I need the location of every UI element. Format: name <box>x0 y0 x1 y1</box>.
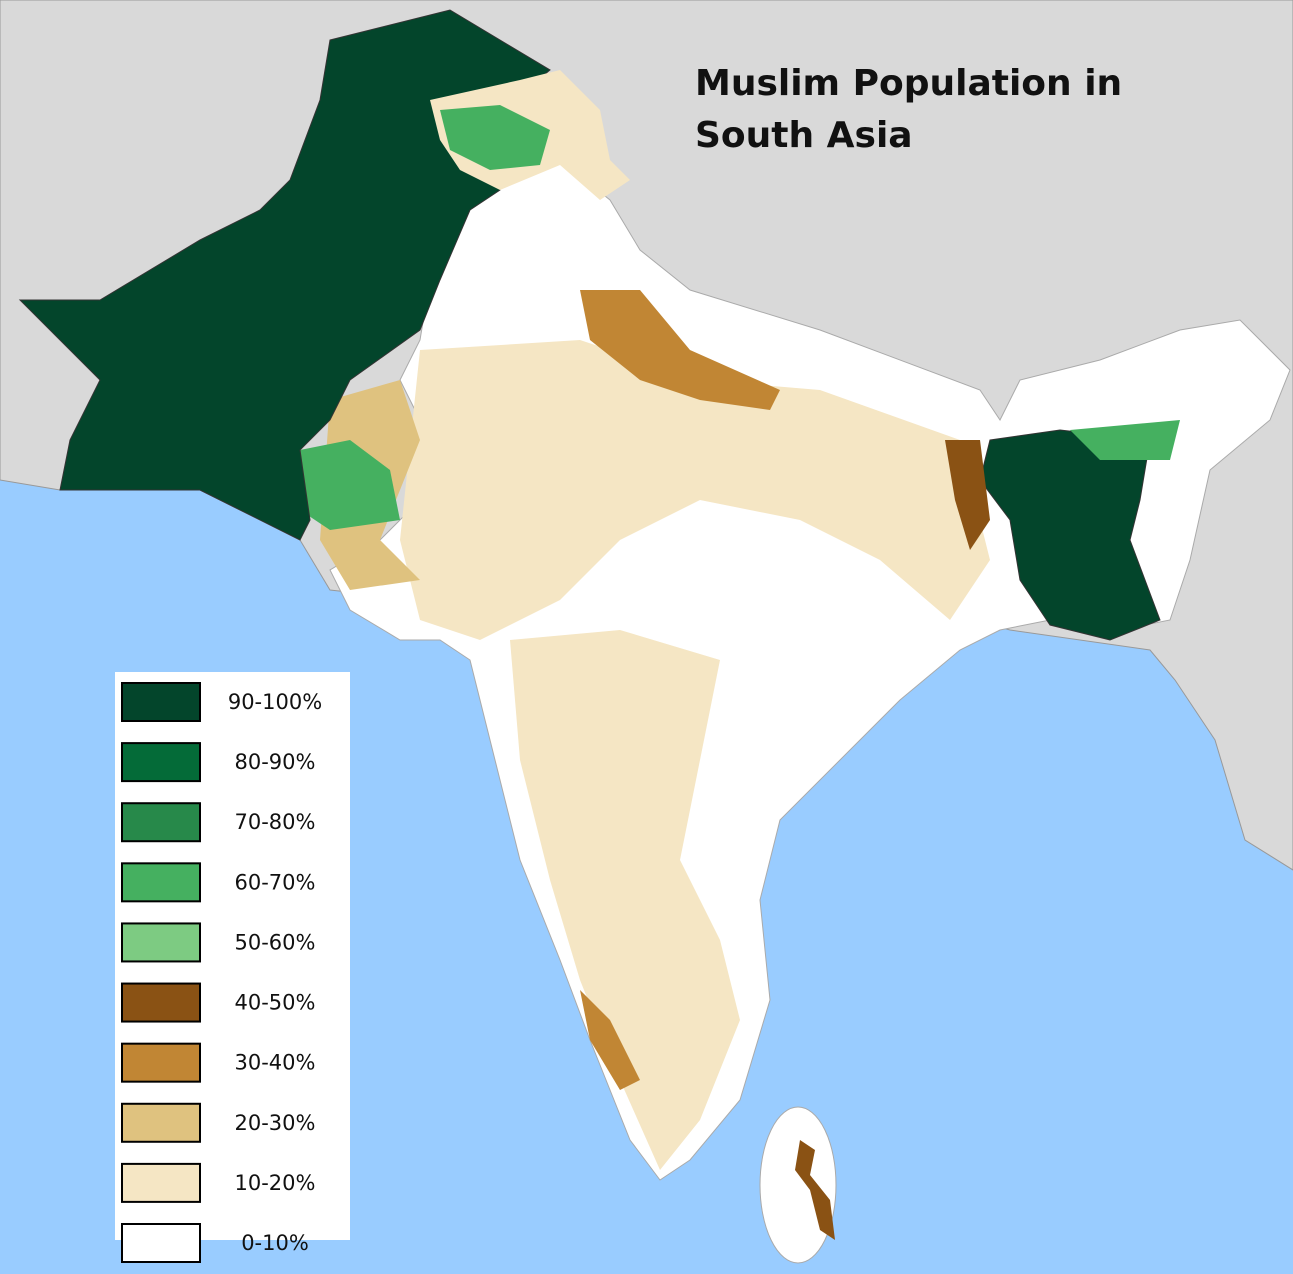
legend-swatch <box>121 862 201 903</box>
legend-label: 0-10% <box>241 1231 309 1255</box>
kashmir-valley <box>440 105 550 170</box>
map-title: Muslim Population in South Asia <box>695 63 1123 156</box>
legend-swatch <box>121 682 201 722</box>
legend-label: 80-90% <box>235 750 316 774</box>
region-40-50 <box>945 440 990 550</box>
legend-label: 60-70% <box>235 870 316 894</box>
legend-label: 90-100% <box>228 690 322 714</box>
region-30-40 <box>580 990 640 1090</box>
legend-label: 10-20% <box>235 1171 316 1195</box>
legend-swatch <box>121 802 201 843</box>
legend-label: 50-60% <box>235 930 316 954</box>
legend-swatch <box>121 1223 201 1263</box>
legend-swatch <box>121 1162 201 1203</box>
sri-lanka <box>759 1106 837 1264</box>
legend-label: 30-40% <box>235 1051 316 1075</box>
region-40-50 <box>795 1140 835 1240</box>
legend-label: 20-30% <box>235 1111 316 1135</box>
legend-swatch <box>121 922 201 963</box>
region-30-40 <box>580 290 780 410</box>
legend-label: 70-80% <box>235 810 316 834</box>
legend-swatch <box>121 982 201 1023</box>
legend-swatch <box>121 1102 201 1143</box>
region-10-20 <box>400 340 990 640</box>
region-60-70 <box>300 440 400 530</box>
legend-label: 40-50% <box>235 991 316 1015</box>
region-60-70 <box>1070 420 1180 460</box>
legend-swatch <box>121 1042 201 1083</box>
legend-swatch <box>121 742 201 783</box>
region-10-20 <box>510 630 740 1170</box>
legend: 90-100% 80-90% 70-80% 60-70% 50-60% 40-50% 30-… <box>121 682 322 1263</box>
